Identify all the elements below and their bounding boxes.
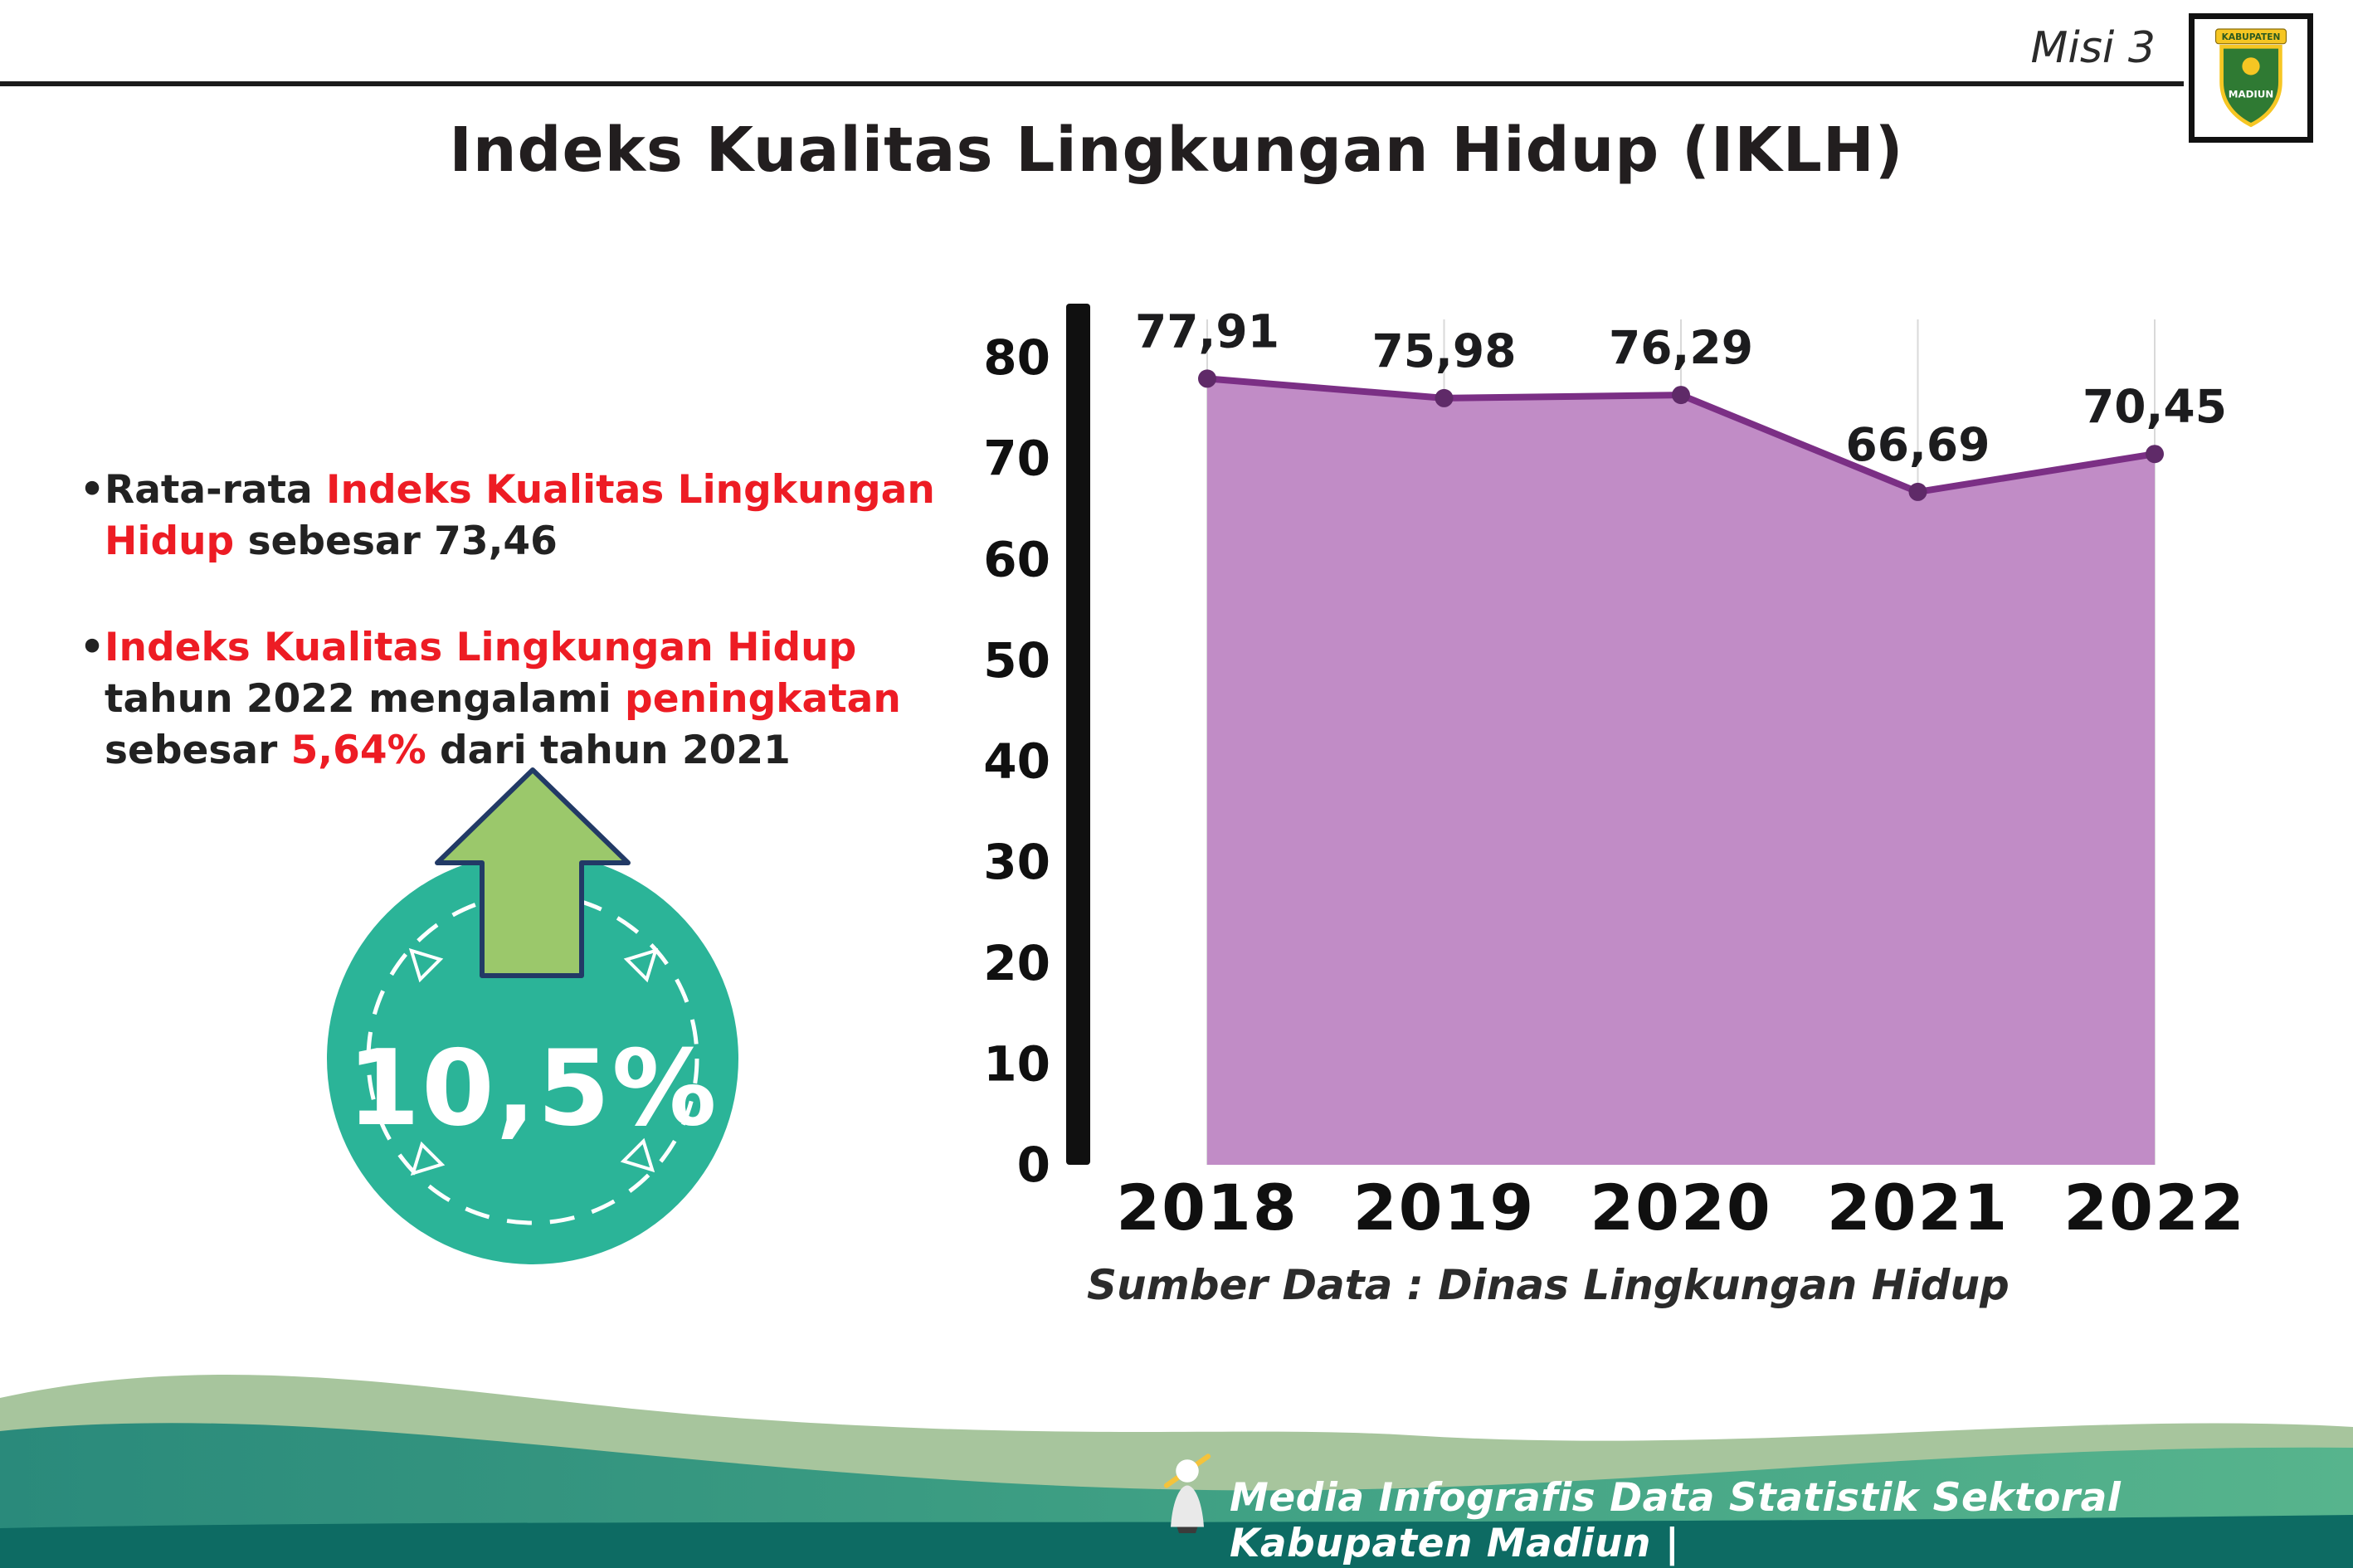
bullet-1-highlight: Indeks Kualitas Lingkungan Hidup [105, 467, 935, 565]
svg-text:10: 10 [983, 1035, 1050, 1092]
svg-text:2018: 2018 [1116, 1171, 1298, 1244]
crest-icon: KABUPATEN MADIUN [2214, 28, 2287, 128]
bullet-2-text-2: sebesar [105, 728, 291, 774]
svg-text:50: 50 [983, 632, 1050, 689]
y-axis-bar [1066, 304, 1090, 1165]
logo-bottom-text: MADIUN [2229, 89, 2273, 100]
svg-text:2019: 2019 [1353, 1171, 1536, 1244]
svg-text:77,91: 77,91 [1135, 304, 1279, 358]
chart-area-fill [1207, 378, 2155, 1165]
svg-text:2020: 2020 [1590, 1171, 1772, 1244]
svg-text:2022: 2022 [2063, 1171, 2246, 1244]
bullet-marker: • [80, 467, 105, 513]
bullet-marker: • [80, 625, 105, 671]
svg-text:60: 60 [983, 531, 1050, 587]
bullet-item-1: • Rata-rata Indeks Kualitas Lingkungan Hi… [80, 465, 992, 567]
chart-points [1198, 369, 2164, 501]
misi-label: Misi 3 [2030, 23, 2156, 73]
badge-value: 10,5% [347, 1026, 719, 1149]
bullet-2-highlight-1: Indeks Kualitas Lingkungan Hidup [105, 625, 857, 671]
svg-text:70,45: 70,45 [2083, 380, 2227, 433]
svg-text:75,98: 75,98 [1372, 324, 1517, 377]
svg-text:76,29: 76,29 [1609, 321, 1753, 374]
footer-credit: Media Infografis Data Statistik Sektoral… [1230, 1475, 2122, 1566]
svg-text:66,69: 66,69 [1846, 418, 1990, 471]
bullet-2-text-1: tahun 2022 mengalami [105, 676, 626, 723]
up-arrow-icon [435, 767, 631, 978]
bullet-1-text-2: sebesar 73,46 [234, 519, 558, 565]
svg-text:70: 70 [983, 431, 1050, 487]
mascot-icon [1163, 1454, 1211, 1533]
bullet-2-highlight-3: 5,64% [290, 728, 426, 774]
bullet-list: • Rata-rata Indeks Kualitas Lingkungan Hi… [80, 465, 992, 831]
bullet-2-highlight-2: peningkatan [625, 676, 901, 723]
svg-text:20: 20 [983, 935, 1050, 991]
logo-top-text: KABUPATEN [2222, 32, 2281, 42]
svg-text:0: 0 [1017, 1137, 1050, 1193]
x-axis-labels: 2018 2019 2020 2021 2022 [1116, 1171, 2246, 1244]
svg-text:2021: 2021 [1827, 1171, 2010, 1244]
bullet-item-2: • Indeks Kualitas Lingkungan Hidup tahun … [80, 622, 992, 777]
svg-text:80: 80 [983, 329, 1050, 386]
page-title: Indeks Kualitas Lingkungan Hidup (IKLH) [449, 114, 1904, 186]
svg-text:30: 30 [983, 834, 1050, 890]
svg-text:40: 40 [983, 733, 1050, 790]
bullet-2-text-3: dari tahun 2021 [426, 728, 791, 774]
kabupaten-madiun-logo: KABUPATEN MADIUN [2189, 13, 2313, 143]
y-axis-ticks: 0 10 20 30 40 50 60 70 80 [983, 329, 1050, 1193]
chart-value-labels: 77,91 75,98 76,29 66,69 70,45 [1135, 304, 2227, 471]
bullet-1-text: Rata-rata [105, 467, 327, 513]
dashed-ring [366, 892, 699, 1225]
wave-bottom-strip [0, 1515, 2353, 1568]
top-rule-line [0, 81, 2184, 86]
chart-source: Sumber Data : Dinas Lingkungan Hidup [1087, 1261, 2010, 1309]
iklh-area-chart: 77,91 75,98 76,29 66,69 70,45 0 10 20 30 40 50 60 7… [983, 304, 2246, 1244]
